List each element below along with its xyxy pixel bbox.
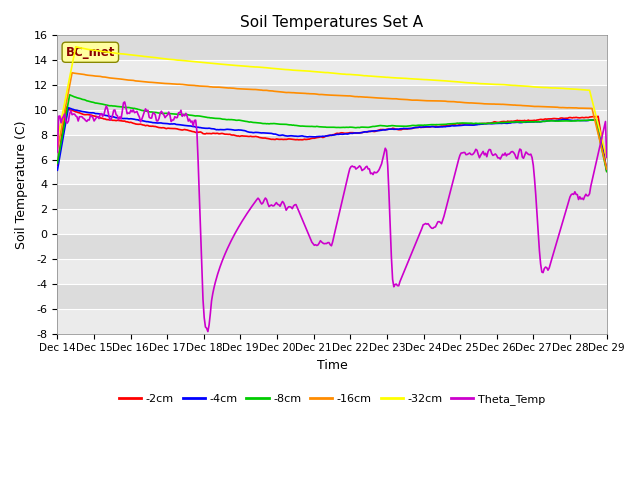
- Text: BC_met: BC_met: [66, 46, 115, 59]
- Bar: [58, 110, 607, 135]
- Bar: [58, 309, 607, 334]
- Bar: [58, 160, 607, 184]
- Title: Soil Temperatures Set A: Soil Temperatures Set A: [241, 15, 424, 30]
- Y-axis label: Soil Temperature (C): Soil Temperature (C): [15, 120, 28, 249]
- Bar: [58, 209, 607, 234]
- Bar: [58, 259, 607, 284]
- Bar: [58, 60, 607, 85]
- Legend: -2cm, -4cm, -8cm, -16cm, -32cm, Theta_Temp: -2cm, -4cm, -8cm, -16cm, -32cm, Theta_Te…: [115, 390, 550, 409]
- X-axis label: Time: Time: [317, 359, 348, 372]
